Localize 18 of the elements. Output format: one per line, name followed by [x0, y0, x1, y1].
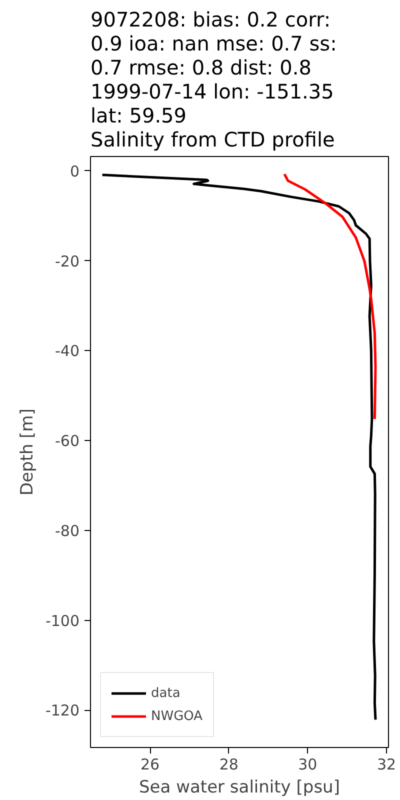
y-tick-label: -60	[55, 432, 80, 450]
y-tick-label: -100	[45, 612, 80, 630]
x-tick-label: 26	[140, 756, 160, 774]
y-tick-label: -80	[55, 522, 80, 540]
line-series	[283, 172, 377, 420]
x-tick-label: 28	[219, 756, 238, 774]
x-tick-label: 32	[376, 756, 396, 774]
line-series	[101, 174, 377, 721]
legend-label: NWGOA	[151, 708, 203, 724]
y-tick-label: -40	[55, 342, 80, 360]
x-axis-title: Sea water salinity [psu]	[139, 778, 340, 798]
y-tick-label: -120	[45, 702, 80, 720]
y-axis-title: Depth [m]	[17, 408, 38, 496]
legend-label: data	[151, 686, 180, 700]
chart-title: 9072208: bias: 0.2 corr: 0.9 ioa: nan mse: 0.7 ss: 0.7 rmse: 0.8 dist: 0.8 1999-07-14 lon: -151.35 lat: 59.59 Salinity from CTD profile	[90, 8, 337, 152]
x-tick-label: 30	[298, 756, 318, 774]
y-tick-label: 0	[70, 162, 80, 180]
y-tick-label: -20	[55, 252, 80, 270]
